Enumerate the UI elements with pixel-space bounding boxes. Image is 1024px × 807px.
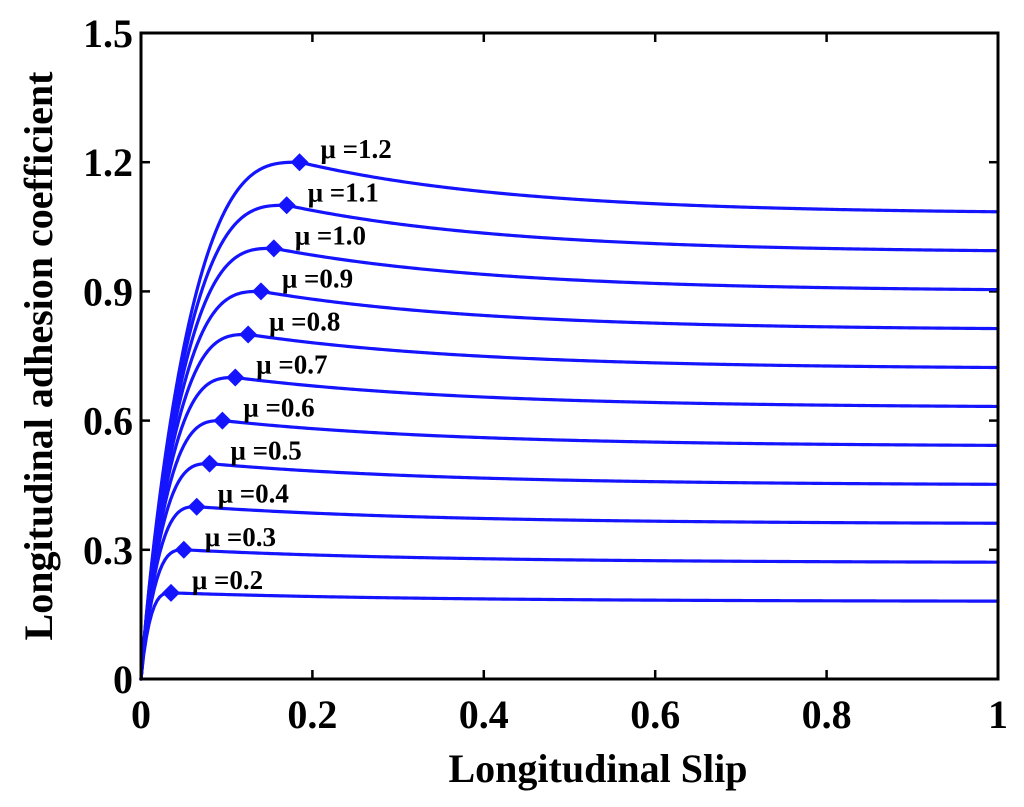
peak-marker-mu-1.2 [290, 153, 309, 172]
y-tick-label: 1.2 [83, 140, 133, 185]
peak-label-mu-0.7: μ =0.7 [256, 350, 327, 380]
peak-label-mu-1.1: μ =1.1 [308, 177, 379, 207]
x-tick-label: 1 [988, 692, 1008, 737]
series-line-mu-0.7 [139, 375, 1000, 681]
peak-label-mu-0.2: μ =0.2 [192, 565, 263, 595]
y-axis-title: Longitudinal adhesion coefficient [16, 71, 61, 641]
y-tick-label: 1.5 [83, 11, 133, 56]
peak-label-mu-0.3: μ =0.3 [205, 522, 276, 552]
peak-label-mu-0.9: μ =0.9 [282, 263, 353, 293]
series-line-mu-0.6 [139, 419, 1000, 681]
series-line-mu-0.4 [139, 505, 1000, 681]
series-line-mu-0.9 [139, 289, 1000, 681]
x-tick-label: 0.6 [630, 692, 680, 737]
x-tick-label: 0.8 [802, 692, 852, 737]
peak-marker-mu-0.2 [161, 583, 180, 602]
y-tick-label: 0.3 [83, 528, 133, 573]
peak-label-mu-0.6: μ =0.6 [243, 393, 314, 423]
x-axis-title: Longitudinal Slip [448, 746, 747, 791]
peak-marker-mu-0.3 [174, 540, 193, 559]
y-tick-label: 0.6 [83, 399, 133, 444]
peak-marker-mu-0.6 [213, 411, 232, 430]
peak-marker-mu-0.4 [187, 497, 206, 516]
series-layer: μ =0.2 μ =0.3 μ =0.4 μ =0.5 μ =0.6 μ =0.7 μ =0… [139, 134, 1000, 681]
y-tick-label: 0 [113, 657, 133, 702]
peak-marker-mu-0.5 [200, 454, 219, 473]
peak-marker-mu-0.9 [251, 282, 270, 301]
peak-label-mu-0.8: μ =0.8 [269, 306, 340, 336]
series-line-mu-1.2 [139, 160, 1000, 681]
series-line-mu-0.3 [139, 548, 1000, 681]
series-line-mu-0.8 [139, 332, 1000, 681]
x-tick-label: 0.2 [287, 692, 337, 737]
plot-area-frame [139, 31, 1000, 681]
series-line-mu-0.2 [139, 591, 1000, 681]
peak-label-mu-1: μ =1.0 [295, 220, 366, 250]
peak-label-mu-0.5: μ =0.5 [231, 436, 302, 466]
peak-marker-mu-1.1 [277, 196, 296, 215]
series-line-mu-0.5 [139, 462, 1000, 681]
series-line-mu-1 [139, 246, 1000, 681]
peak-marker-mu-1 [264, 239, 283, 258]
peak-marker-mu-0.8 [239, 325, 258, 344]
x-tick-label: 0.4 [459, 692, 509, 737]
y-tick-label: 0.9 [83, 269, 133, 314]
peak-marker-mu-0.7 [226, 368, 245, 387]
peak-label-mu-1.2: μ =1.2 [321, 134, 392, 164]
x-tick-label: 0 [131, 692, 151, 737]
ticks-layer: 0 0.2 0.4 0.6 0.8 1 0 0.3 0.6 0.9 1.2 1.5 [83, 11, 1008, 737]
peak-label-mu-0.4: μ =0.4 [218, 479, 289, 509]
